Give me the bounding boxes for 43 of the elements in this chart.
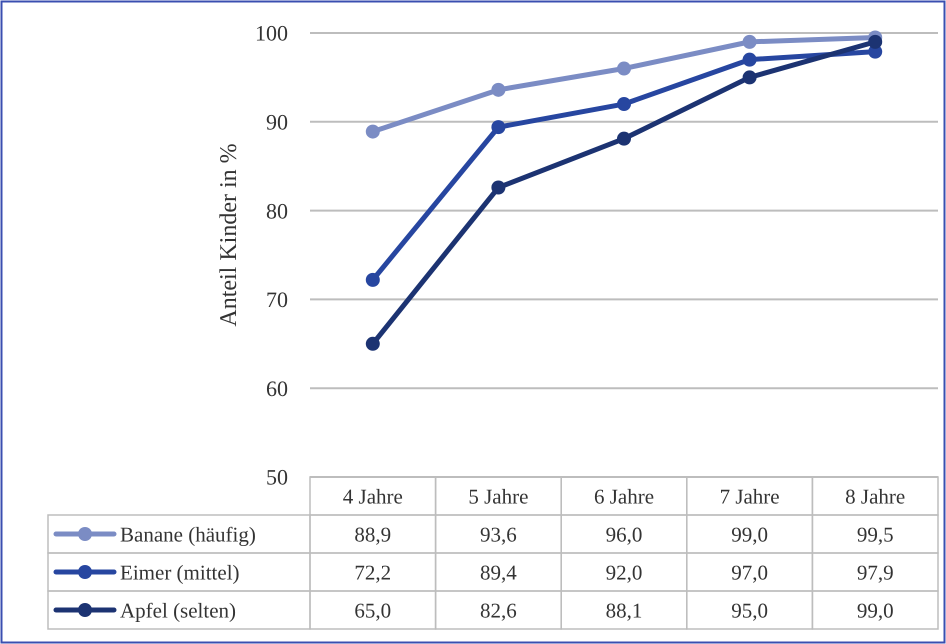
- data-label: 88,9: [354, 522, 392, 546]
- x-tick-label: 5 Jahre: [468, 484, 528, 508]
- point: [742, 70, 757, 84]
- point: [742, 52, 757, 67]
- point: [491, 180, 506, 195]
- x-tick-label: 4 Jahre: [342, 484, 403, 508]
- data-label: 93,6: [480, 522, 517, 546]
- y-tick-label: 50: [266, 464, 288, 490]
- data-label: 89,4: [480, 560, 518, 584]
- data-label: 96,0: [606, 522, 642, 546]
- data-label: 92,0: [606, 560, 642, 584]
- data-label: 97,9: [856, 560, 894, 584]
- data-label: 82,6: [480, 598, 517, 622]
- point: [366, 336, 380, 351]
- point: [868, 34, 882, 49]
- y-tick-label: 60: [266, 376, 288, 401]
- y-tick-label: 70: [266, 287, 288, 312]
- point: [491, 120, 506, 134]
- y-tick-label: 80: [266, 198, 288, 224]
- data-label: 88,1: [606, 598, 642, 622]
- point: [617, 62, 631, 76]
- data-label: 65,0: [354, 598, 392, 622]
- data-label: 99,0: [731, 522, 768, 546]
- point: [366, 124, 380, 139]
- legend-label: Banane (häufig): [120, 522, 256, 546]
- y-tick-label: 90: [266, 110, 288, 134]
- data-label: 97,0: [731, 560, 768, 584]
- point: [366, 272, 380, 287]
- data-label: 72,2: [354, 560, 392, 584]
- point: [617, 132, 631, 146]
- y-tick-label: 100: [255, 20, 288, 46]
- point: [491, 82, 506, 97]
- legend-label: Apfel (selten): [120, 598, 236, 622]
- data-label: 99,0: [856, 598, 894, 622]
- point: [742, 34, 757, 49]
- x-tick-label: 8 Jahre: [845, 484, 906, 508]
- y-axis-title: Anteil Kinder in %: [216, 143, 242, 327]
- data-label: 99,5: [856, 522, 894, 546]
- point: [617, 97, 631, 112]
- x-tick-label: 6 Jahre: [594, 484, 654, 508]
- x-tick-label: 7 Jahre: [720, 484, 780, 508]
- legend-label: Eimer (mittel): [120, 560, 240, 584]
- data-label: 95,0: [731, 598, 768, 622]
